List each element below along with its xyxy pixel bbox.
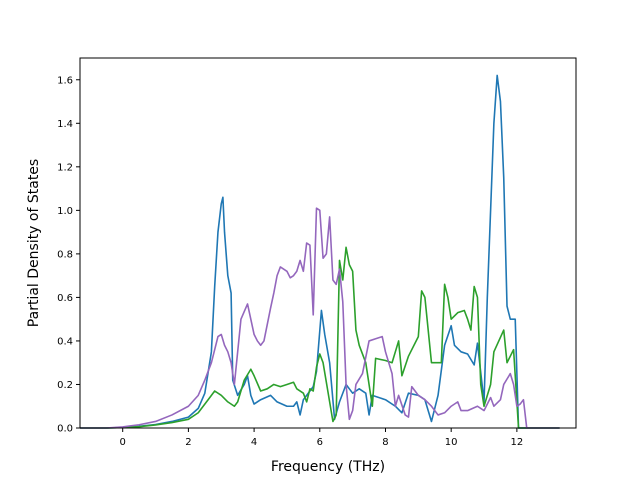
- x-tick-label: 10: [445, 437, 458, 448]
- y-tick-label: 0.0: [57, 424, 73, 435]
- y-tick-label: 0.4: [57, 336, 73, 347]
- y-tick-label: 0.8: [57, 249, 73, 260]
- y-tick-label: 1.4: [57, 119, 73, 130]
- series-layer: [80, 74, 560, 429]
- y-axis-label: Partial Density of States: [26, 159, 42, 327]
- series-line-2: [80, 246, 560, 429]
- y-tick-label: 1.2: [57, 162, 73, 173]
- x-tick-label: 12: [511, 437, 524, 448]
- x-axis-label: Frequency (THz): [271, 459, 385, 475]
- y-tick-label: 1.6: [57, 75, 73, 86]
- y-tick-label: 0.2: [57, 380, 73, 391]
- x-tick-label: 2: [185, 437, 191, 448]
- y-tick-label: 1.0: [57, 206, 73, 217]
- x-tick-label: 6: [317, 437, 323, 448]
- y-ticks: 0.0 0.2 0.4 0.6 0.8 1.0 1.2 1.4 1.6: [57, 75, 80, 435]
- x-ticks: 0 2 4 6 8 10 12: [120, 428, 524, 448]
- axes-layer: [79, 57, 577, 429]
- plot-frame: [79, 57, 577, 429]
- series-line-1: [80, 74, 560, 429]
- series-line-3: [80, 207, 560, 429]
- x-tick-label: 0: [120, 437, 126, 448]
- x-tick-label: 4: [251, 437, 257, 448]
- y-tick-label: 0.6: [57, 293, 73, 304]
- x-tick-label: 8: [382, 437, 388, 448]
